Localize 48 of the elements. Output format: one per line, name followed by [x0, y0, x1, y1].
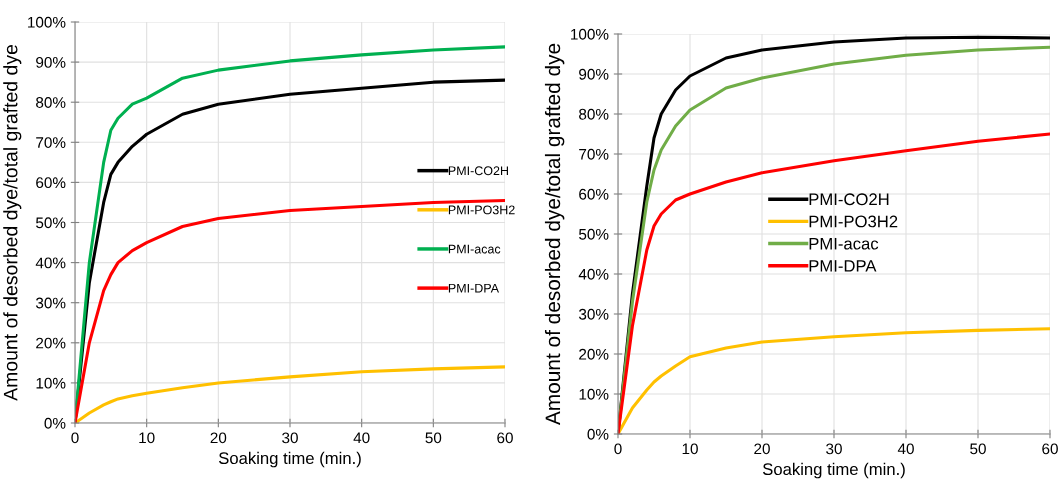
y-tick-label: 60%	[579, 188, 609, 200]
x-tick-label: 30	[826, 443, 842, 455]
y-tick-label: 20%	[36, 337, 66, 349]
y-tick-label: 80%	[579, 108, 609, 120]
y-tick-label: 30%	[578, 308, 609, 320]
legend-label: PMI-DPA	[809, 260, 877, 272]
x-axis-title: Soaking time (min.)	[762, 462, 905, 479]
x-tick-label: 40	[353, 432, 370, 444]
legend-label: PMI-PO3H2	[448, 205, 515, 215]
x-tick-label: 20	[210, 432, 227, 444]
y-tick-label: 30%	[35, 297, 66, 309]
y-tick-label: 40%	[35, 257, 66, 269]
legend-label: PMI-CO2H	[448, 166, 508, 176]
x-tick-label: 10	[682, 443, 698, 455]
legend-label: PMI-acac	[448, 244, 501, 254]
y-tick-label: 0%	[44, 417, 66, 429]
y-tick-label: 90%	[579, 68, 609, 80]
y-tick-label: 10%	[579, 388, 609, 400]
y-tick-label: 20%	[579, 348, 609, 360]
y-tick-label: 50%	[36, 217, 66, 229]
x-tick-label: 60	[497, 432, 513, 444]
x-tick-label: 40	[897, 443, 914, 455]
y-axis-title: Amount of desorbed dye/total grafted dye	[544, 43, 565, 426]
y-tick-label: 100%	[571, 28, 609, 40]
x-tick-label: 0	[614, 443, 622, 455]
y-tick-label: 60%	[36, 177, 66, 189]
y-tick-label: 80%	[36, 97, 66, 108]
x-tick-label: 30	[282, 432, 298, 444]
x-axis-title: Soaking time (min.)	[218, 451, 361, 468]
legend-label: PMI-PO3H2	[809, 215, 898, 228]
x-tick-label: 60	[1042, 443, 1058, 455]
x-tick-label: 20	[754, 443, 770, 455]
legend-label: PMI-CO2H	[809, 193, 889, 206]
y-tick-label: 50%	[579, 228, 609, 240]
legend-label: PMI-acac	[809, 237, 879, 250]
y-tick-label: 10%	[36, 377, 66, 389]
y-tick-label: 90%	[36, 56, 66, 68]
legend-label: PMI-DPA	[448, 283, 500, 293]
x-tick-label: 50	[425, 432, 442, 444]
y-tick-label: 100%	[28, 16, 66, 28]
y-tick-label: 70%	[579, 148, 609, 160]
y-axis-title: Amount of desorbed dye/total grafted dye	[3, 44, 22, 401]
y-tick-label: 0%	[587, 428, 609, 440]
y-tick-label: 40%	[578, 268, 609, 280]
y-tick-label: 70%	[36, 137, 66, 148]
x-tick-label: 0	[71, 432, 79, 444]
x-tick-label: 10	[139, 432, 155, 444]
x-tick-label: 50	[970, 443, 986, 455]
